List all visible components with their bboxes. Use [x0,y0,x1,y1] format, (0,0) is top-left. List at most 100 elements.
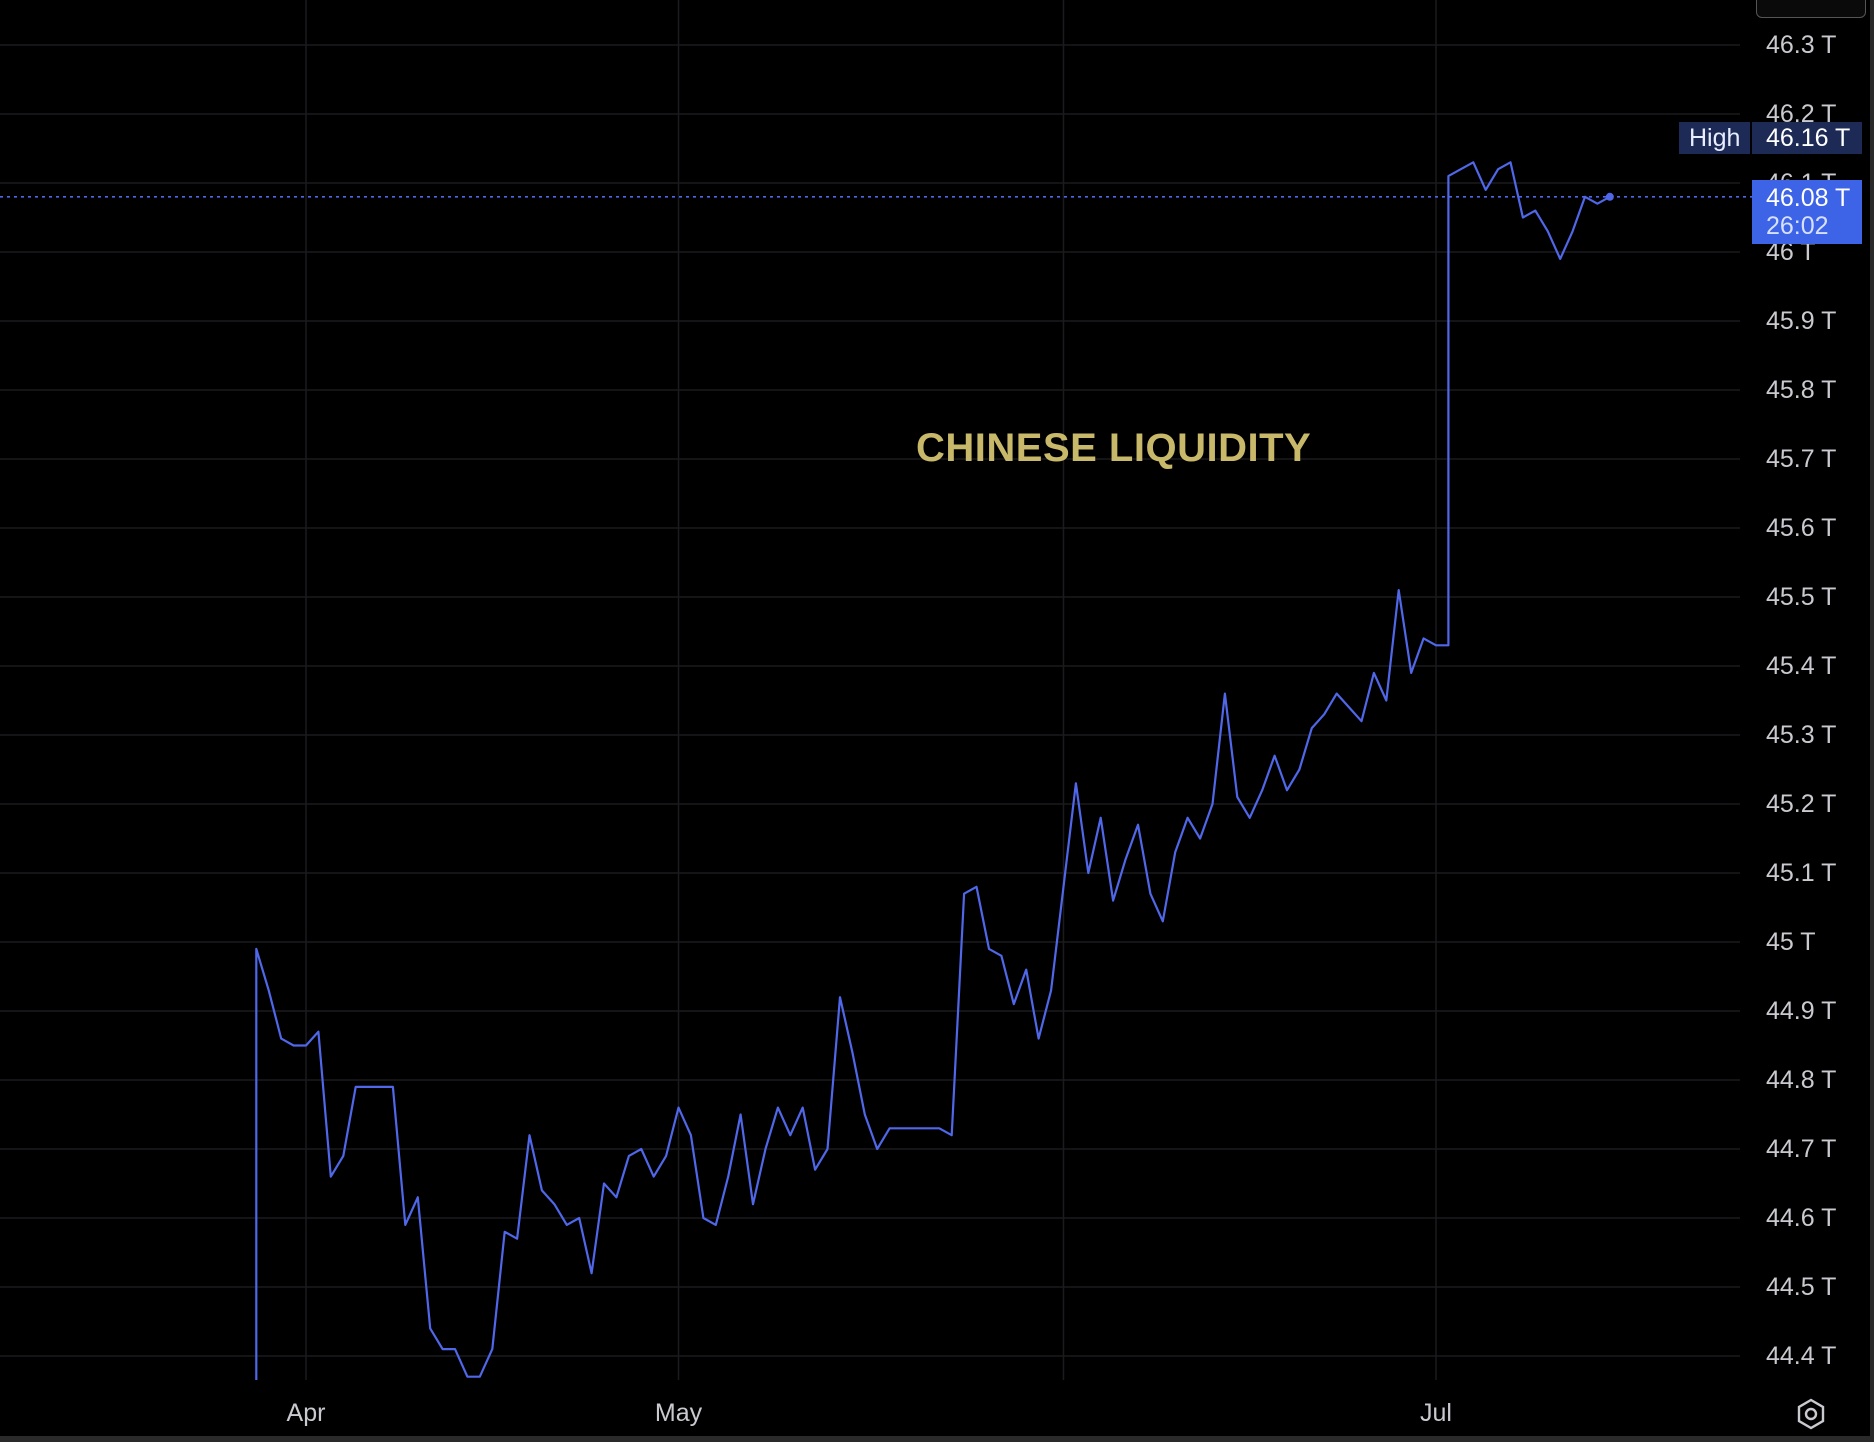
y-tick-label: 45.2 T [1766,790,1837,818]
y-tick-label: 45 T [1766,928,1816,956]
data-point [1075,782,1077,784]
data-point [1460,168,1462,170]
y-tick-label: 45.1 T [1766,859,1837,887]
chart-title: CHINESE LIQUIDITY [916,426,1312,470]
window-border-bottom [0,1436,1874,1442]
price-scale-button[interactable] [1756,0,1866,18]
y-tick-label: 44.9 T [1766,997,1837,1025]
data-point [889,1127,891,1129]
data-point [1137,824,1139,826]
data-point [380,1086,382,1088]
data-point [1423,637,1425,639]
data-point [1584,196,1586,198]
data-point [1212,803,1214,805]
data-point [1000,955,1002,957]
grid-lines [0,0,1740,1380]
data-point [926,1127,928,1129]
data-point [615,1196,617,1198]
data-point [1261,789,1263,791]
data-point [678,1107,680,1109]
data-point [901,1127,903,1129]
data-point [765,1148,767,1150]
data-point [715,1224,717,1226]
data-point [1236,796,1238,798]
x-tick-label: Jul [1420,1399,1452,1427]
data-point [529,1134,531,1136]
data-point [504,1231,506,1233]
data-point [1447,175,1449,177]
data-point [466,1376,468,1378]
y-tick-label: 45.3 T [1766,721,1837,749]
data-point [305,1045,307,1047]
data-point [1373,672,1375,674]
data-point [1125,858,1127,860]
y-tick-label: 45.5 T [1766,583,1837,611]
data-point [1336,693,1338,695]
y-tick-label: 44.5 T [1766,1273,1837,1301]
data-point [752,1203,754,1205]
data-point [429,1327,431,1329]
data-point [1534,210,1536,212]
data-point [603,1183,605,1185]
data-point [976,886,978,888]
data-point [442,1348,444,1350]
data-point [665,1155,667,1157]
data-point [690,1134,692,1136]
data-point [1112,900,1114,902]
data-point [591,1272,593,1274]
data-point [1361,720,1363,722]
y-tick-label: 45.7 T [1766,445,1837,473]
window-border-right [1870,0,1874,1442]
data-point [876,1148,878,1150]
y-tick-label: 45.9 T [1766,307,1837,335]
data-point [566,1224,568,1226]
data-point [963,893,965,895]
data-point [1323,713,1325,715]
data-point [1398,589,1400,591]
data-point [1174,851,1176,853]
data-point [1596,203,1598,205]
y-tick-label: 46.3 T [1766,31,1837,59]
data-point [1311,727,1313,729]
data-point [1162,920,1164,922]
last-price-badge: 46.08 T 26:02 [1752,180,1862,244]
data-point [1572,230,1574,232]
y-tick-label: 45.8 T [1766,376,1837,404]
data-point [255,1379,257,1381]
last-point-marker [1605,192,1614,201]
data-point [1447,644,1449,646]
data-point [938,1127,940,1129]
data-point [1050,989,1052,991]
data-point [1274,755,1276,757]
data-point [491,1348,493,1350]
data-point [640,1148,642,1150]
data-point [1385,700,1387,702]
data-point [1286,789,1288,791]
high-value-badge: 46.16 T [1752,122,1863,154]
data-point [516,1238,518,1240]
bar-countdown: 26:02 [1766,212,1829,240]
gear-icon[interactable] [1794,1397,1828,1431]
data-point [1522,217,1524,219]
data-point [1187,817,1189,819]
data-point [317,1031,319,1033]
data-point [777,1107,779,1109]
data-point [988,948,990,950]
data-point [255,948,257,950]
data-point [839,996,841,998]
data-point [541,1189,543,1191]
data-point [1298,769,1300,771]
data-point [367,1086,369,1088]
data-point [454,1348,456,1350]
data-point [1025,969,1027,971]
data-point [255,962,257,964]
data-point [355,1086,357,1088]
data-point [553,1203,555,1205]
last-price-value: 46.08 T [1766,184,1851,212]
data-point [1087,872,1089,874]
data-point [1013,1003,1015,1005]
y-tick-label: 44.4 T [1766,1342,1837,1370]
data-point [417,1196,419,1198]
